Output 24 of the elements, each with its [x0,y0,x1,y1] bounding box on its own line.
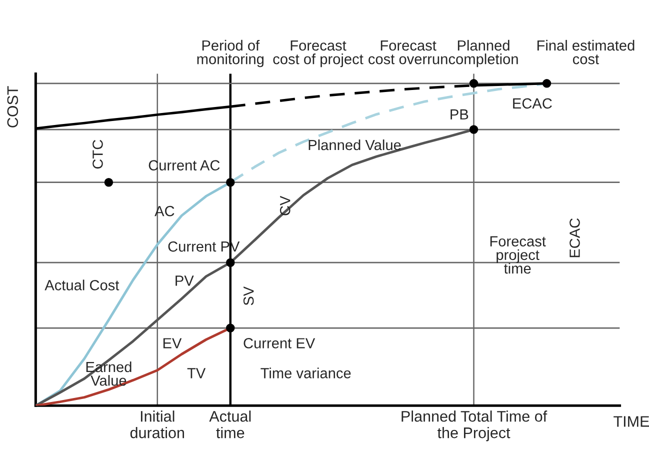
x-tick-label: Planned Total Time of the Project [402,410,548,442]
annotation: ECAC [570,218,580,258]
text: Final estimated cost [537,40,634,64]
annotation: Current EV [244,338,316,348]
annotation: TV [187,368,206,378]
annotation: CV [280,196,290,216]
annotation: SV [243,286,254,306]
text: Planned completion [448,40,518,68]
x-tick-label: Actual time [209,410,251,438]
y-axis-title: COST [7,86,18,128]
text: Period of monitoring [197,40,264,68]
annotation: PV [176,276,194,286]
annotation: EV [163,338,182,348]
text: Forecast cost of project [273,40,364,68]
annotation: CTC [92,140,103,169]
annotation: Time variance [260,368,351,378]
x-tick-label: Initial duration [130,410,184,438]
annotation: Forecast project time [490,236,546,274]
annotation: Planned Value [308,139,401,150]
annotation: ECAC [513,98,552,109]
text: Forecast cost overrun [368,40,448,64]
annotation: Actual Cost [44,280,120,290]
annotation: PB [450,109,468,120]
x-axis-title: TIME [614,416,649,427]
